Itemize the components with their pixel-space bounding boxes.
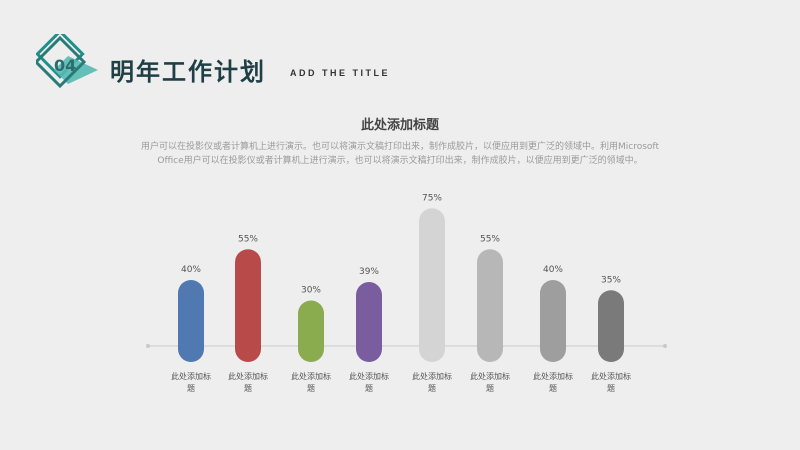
data-label: 40% — [181, 265, 201, 275]
data-label: 39% — [359, 267, 379, 277]
axis-end-dot — [663, 344, 667, 348]
data-label: 35% — [601, 275, 621, 285]
badge-outline — [36, 34, 85, 79]
category-label: 此处添加标题 — [349, 371, 389, 393]
page-subtitle: ADD THE TITLE — [290, 68, 390, 78]
bar-7 — [540, 280, 566, 362]
bar-5 — [419, 208, 445, 362]
category-label: 此处添加标题 — [533, 371, 573, 393]
axis-start-dot — [146, 344, 150, 348]
data-label: 55% — [238, 234, 258, 244]
chart-title: 此处添加标题 — [360, 118, 439, 133]
diamond-badge-icon — [36, 34, 98, 89]
bar-2 — [235, 249, 261, 362]
category-label: 此处添加标题 — [228, 371, 268, 393]
bar-1 — [178, 280, 204, 362]
data-label: 75% — [422, 193, 442, 203]
category-label: 此处添加标题 — [291, 371, 331, 393]
description-line: 用户可以在投影仪或者计算机上进行演示。也可以将演示文稿打印出来，制作成胶片，以便… — [141, 142, 659, 152]
chart-description: 用户可以在投影仪或者计算机上进行演示。也可以将演示文稿打印出来，制作成胶片，以便… — [110, 140, 690, 168]
badge-frame — [36, 35, 87, 89]
category-label: 此处添加标题 — [171, 371, 211, 393]
category-label: 此处添加标题 — [412, 371, 452, 393]
bar-8 — [598, 290, 624, 362]
bar-6 — [477, 249, 503, 362]
description-line: Office用户可以在投影仪或者计算机上进行演示，也可以将演示文稿打印出来，制作… — [157, 156, 643, 166]
data-label: 40% — [543, 265, 563, 275]
slide-header: 04 明年工作计划 ADD THE TITLE — [36, 34, 776, 98]
page-title: 明年工作计划 — [110, 58, 266, 86]
category-label: 此处添加标题 — [470, 371, 510, 393]
data-label: 55% — [480, 234, 500, 244]
data-label: 30% — [301, 286, 321, 296]
section-number: 04 — [54, 56, 77, 75]
category-label: 此处添加标题 — [591, 371, 631, 393]
bar-4 — [356, 282, 382, 362]
bar-3 — [298, 300, 324, 362]
